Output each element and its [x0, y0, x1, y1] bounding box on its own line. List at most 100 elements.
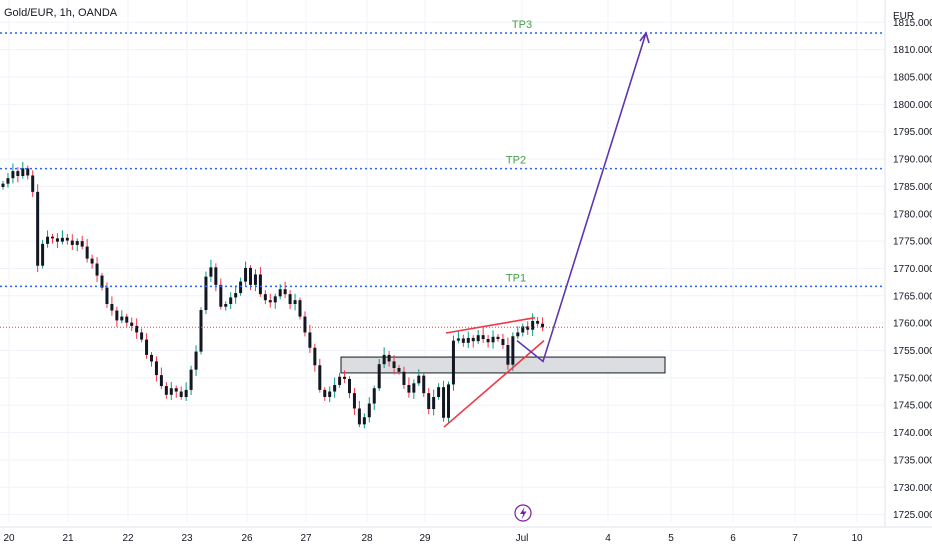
candle-body	[11, 171, 15, 179]
candle-body	[159, 375, 163, 387]
time-tick-label: 6	[730, 533, 736, 544]
time-tick-label: 5	[668, 533, 674, 544]
candle-body	[293, 300, 297, 305]
candle-body	[194, 351, 198, 370]
candle-body	[496, 336, 500, 340]
candle-body	[239, 281, 243, 294]
price-axis-background	[885, 0, 932, 530]
candle-body	[204, 276, 208, 311]
candle-body	[169, 388, 173, 395]
symbol-title: Gold/EUR, 1h, OANDA	[4, 7, 118, 19]
candle-body	[506, 345, 510, 365]
candle-body	[501, 339, 505, 346]
candle-body	[100, 275, 104, 288]
candle-body	[229, 297, 233, 305]
candle-body	[51, 236, 54, 239]
price-tick-label: 1760.000	[893, 319, 932, 330]
candle-body	[26, 168, 30, 176]
candle-body	[442, 387, 446, 418]
candle-body	[154, 361, 158, 376]
candle-body	[234, 293, 238, 298]
candle-body	[382, 354, 386, 365]
lightning-icon[interactable]	[514, 504, 532, 522]
candle-body	[536, 320, 540, 324]
candle-body	[80, 241, 84, 247]
candle-body	[367, 403, 371, 418]
price-tick-label: 1815.000	[893, 18, 932, 29]
candle-body	[214, 267, 218, 285]
candle-body	[273, 296, 277, 303]
candle-body	[427, 393, 431, 410]
candle-body	[308, 332, 312, 348]
price-tick-label: 1735.000	[893, 455, 932, 466]
candle-body	[407, 384, 411, 393]
time-tick-label: Jul	[516, 533, 529, 544]
candle-body	[125, 316, 129, 323]
time-tick-label: 4	[605, 533, 611, 544]
demand-zone	[340, 356, 666, 374]
candle-body	[55, 238, 59, 242]
time-tick-label: 28	[361, 533, 373, 544]
candle-body	[278, 289, 282, 297]
time-tick-label: 20	[3, 533, 15, 544]
candle-body	[516, 332, 520, 337]
candle-body	[189, 369, 193, 390]
candle-body	[313, 347, 317, 366]
candle-body	[357, 408, 361, 425]
candle-body	[60, 237, 64, 242]
level-label-tp3: TP3	[512, 19, 532, 31]
candle-body	[65, 237, 69, 241]
time-axis[interactable]: 20 21 22 23 26 27 28 29 Jul 4 5 6 7 10	[0, 526, 932, 550]
price-tick-label: 1790.000	[893, 155, 932, 166]
candle-body	[541, 323, 545, 328]
price-tick-label: 1795.000	[893, 127, 932, 138]
candle-body	[1, 183, 5, 187]
candle-body	[451, 340, 455, 385]
candle-body	[249, 267, 252, 285]
candle-body	[343, 376, 347, 379]
candle-body	[130, 322, 134, 326]
candle-body	[253, 274, 257, 285]
candle-body	[184, 389, 188, 397]
candle-body	[481, 335, 485, 340]
price-tick-label: 1755.000	[893, 346, 932, 357]
time-tick-label: 27	[300, 533, 312, 544]
candle-body	[422, 375, 426, 394]
candle-body	[21, 168, 25, 177]
candle-body	[258, 274, 262, 295]
price-tick-label: 1775.000	[893, 237, 932, 248]
price-tick-label: 1810.000	[893, 45, 932, 56]
time-tick-label: 21	[62, 533, 74, 544]
candle-body	[244, 267, 248, 282]
candle-body	[115, 310, 119, 321]
price-tick-label: 1770.000	[893, 264, 932, 275]
candle-body	[476, 335, 480, 342]
candle-body	[95, 263, 99, 276]
candle-body	[209, 267, 213, 277]
time-tick-label: 10	[851, 533, 863, 544]
candle-body	[16, 171, 20, 177]
candle-body	[318, 365, 322, 390]
price-tick-label: 1780.000	[893, 209, 932, 220]
candle-body	[283, 289, 287, 295]
candle-body	[362, 417, 366, 425]
candle-body	[110, 304, 114, 311]
time-axis-background	[0, 527, 932, 550]
candle-body	[461, 338, 465, 343]
currency-label: EUR	[893, 11, 914, 22]
wedge-lower-line	[443, 340, 545, 428]
candle-body	[511, 336, 515, 365]
candle-body	[219, 284, 223, 307]
candle-body	[323, 389, 327, 397]
candle-body	[31, 175, 35, 192]
candle-body	[348, 378, 351, 394]
time-tick-label: 29	[419, 533, 431, 544]
time-tick-label: 26	[241, 533, 253, 544]
price-tick-label: 1745.000	[893, 401, 932, 412]
candle-body	[387, 354, 391, 362]
price-tick-label: 1725.000	[893, 510, 932, 521]
candle-body	[140, 332, 144, 340]
candle-body	[135, 325, 139, 333]
price-axis[interactable]: 1725.000 1730.000 1735.000 1740.000 1745.000…	[884, 0, 932, 530]
